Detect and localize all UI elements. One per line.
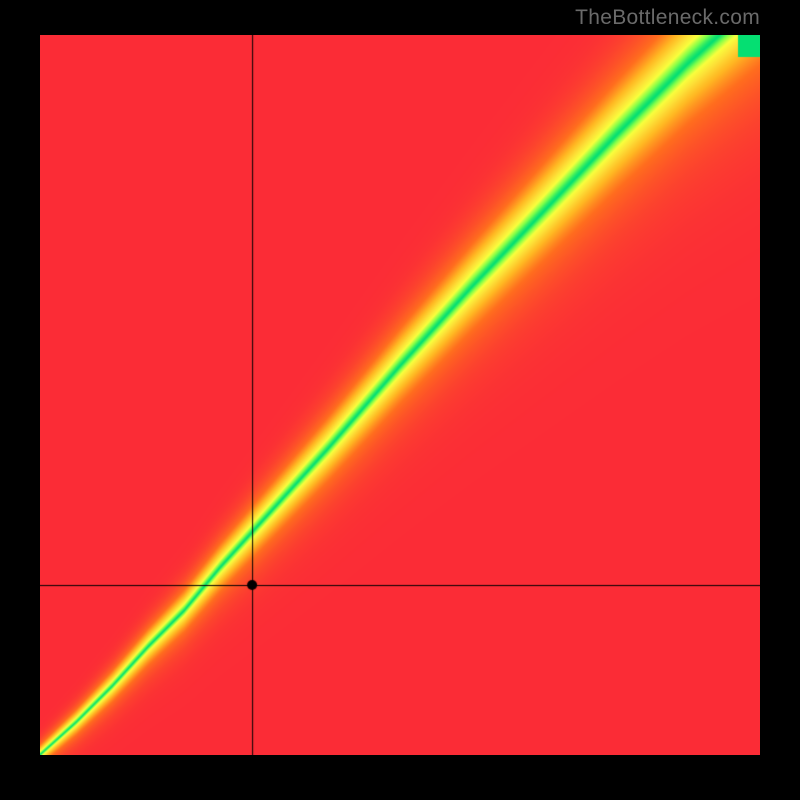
watermark-text: TheBottleneck.com: [575, 6, 760, 30]
bottleneck-heatmap: [40, 35, 760, 755]
heatmap-canvas: [40, 35, 760, 755]
